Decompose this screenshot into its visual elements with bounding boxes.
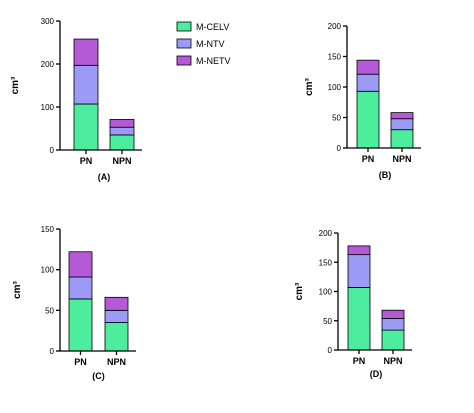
x-tick-label: NPN	[392, 154, 411, 164]
chart-panel: 0 100 200 300 PN NPN cm³ (A)	[10, 17, 142, 182]
bar-segment	[381, 329, 405, 351]
y-tick-label: 150	[328, 53, 342, 62]
y-tick-label: 200	[328, 22, 342, 31]
bar-segment	[73, 103, 99, 151]
bar-segment	[390, 129, 414, 149]
y-tick-label: 0	[328, 346, 333, 355]
x-tick-label: NPN	[107, 357, 126, 367]
legend-label: M-CELV	[196, 22, 229, 32]
bar-segment	[347, 254, 371, 288]
legend-swatch	[176, 55, 192, 66]
chart-panels: 0 100 200 300 PN NPN cm³ (A) 0 50 100 150 200 PN NPN cm…	[10, 17, 421, 381]
y-tick-label: 200	[319, 229, 333, 238]
y-axis-label: cm³	[10, 76, 21, 94]
bar-segment	[347, 287, 371, 351]
bar-segment	[68, 276, 93, 300]
chart-panel: 0 50 100 150 200 PN NPN cm³ (D)	[294, 229, 412, 379]
y-tick-label: 0	[337, 144, 342, 153]
bar-segment	[356, 90, 380, 149]
y-tick-label: 100	[41, 103, 55, 112]
bar-segment	[390, 118, 414, 131]
bar-segment	[109, 126, 135, 136]
y-tick-label: 150	[319, 258, 333, 267]
chart-panel: 0 50 100 150 PN NPN cm³ (C)	[12, 225, 136, 381]
y-tick-label: 100	[319, 288, 333, 297]
bar-segment	[68, 251, 93, 278]
chart-panel: 0 50 100 150 200 PN NPN cm³ (B)	[304, 22, 421, 180]
y-tick-label: 50	[332, 114, 341, 123]
x-tick-label: NPN	[383, 356, 402, 366]
legend-label: M-NETV	[196, 56, 231, 66]
x-tick-label: PN	[353, 356, 366, 366]
y-tick-label: 50	[323, 317, 332, 326]
bar-segment	[356, 73, 380, 92]
bar-segment	[73, 64, 99, 105]
x-tick-label: NPN	[112, 156, 131, 166]
bar-segment	[347, 245, 371, 256]
bar-segment	[104, 309, 129, 323]
legend: M-CELV M-NTV M-NETV	[176, 21, 231, 66]
y-tick-label: 200	[41, 60, 55, 69]
x-tick-label: PN	[80, 156, 93, 166]
bar-segment	[109, 134, 135, 151]
panel-label: (C)	[92, 371, 105, 381]
panel-label: (A)	[98, 172, 111, 182]
legend-swatch	[176, 38, 192, 49]
x-tick-label: PN	[74, 357, 87, 367]
legend-swatch	[176, 21, 192, 32]
bar-segment	[104, 296, 129, 311]
legend-label: M-NTV	[196, 39, 225, 49]
bar-segment	[104, 322, 129, 352]
y-tick-label: 300	[41, 17, 55, 26]
bar-segment	[73, 38, 99, 66]
y-tick-label: 0	[50, 146, 55, 155]
y-tick-label: 50	[45, 306, 54, 315]
bar-segment	[381, 318, 405, 331]
x-tick-label: PN	[362, 154, 375, 164]
y-tick-label: 150	[41, 225, 55, 234]
y-axis-label: cm³	[12, 280, 23, 298]
panel-label: (B)	[379, 170, 392, 180]
y-axis-label: cm³	[304, 77, 315, 95]
y-tick-label: 0	[50, 347, 55, 356]
bar-segment	[390, 112, 414, 120]
bar-segment	[356, 59, 380, 75]
bar-segment	[381, 309, 405, 319]
panel-label: (D)	[370, 369, 383, 379]
y-axis-label: cm³	[294, 282, 305, 300]
bar-segment	[109, 119, 135, 128]
bar-segment	[68, 298, 93, 352]
y-tick-label: 100	[328, 83, 342, 92]
y-tick-label: 100	[41, 266, 55, 275]
